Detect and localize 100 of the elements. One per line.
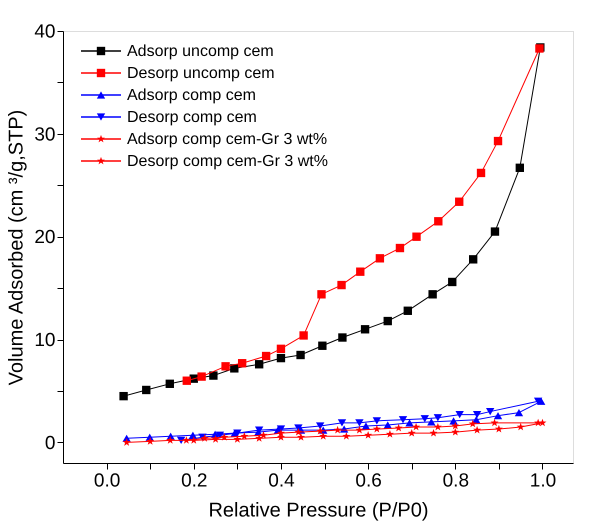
point <box>355 419 364 427</box>
point <box>494 136 502 146</box>
y-axis-title: Volume Adsorbed (cm ³/g,STP) <box>5 110 28 386</box>
point <box>166 436 174 444</box>
x-tick-label: 0.0 <box>94 470 120 492</box>
point <box>427 418 436 426</box>
legend-label: Desorp comp cem <box>127 109 257 126</box>
point <box>276 428 285 437</box>
point <box>455 411 464 418</box>
point <box>396 244 404 252</box>
y-tick-label: 20 <box>34 227 56 248</box>
point <box>412 232 421 241</box>
point <box>317 290 326 298</box>
point <box>412 422 420 430</box>
point <box>337 280 346 290</box>
point <box>316 426 324 434</box>
point <box>142 386 150 394</box>
point <box>334 426 342 434</box>
point <box>514 408 524 416</box>
point <box>260 431 268 439</box>
point <box>200 434 209 442</box>
y-tick-label: 10 <box>34 330 56 352</box>
point <box>398 416 408 424</box>
point <box>473 426 482 434</box>
legend-label: Adsorp uncomp cem <box>127 43 274 60</box>
point <box>360 325 370 334</box>
point <box>386 430 394 438</box>
point <box>384 316 392 326</box>
y-tick-label: 0 <box>44 432 56 454</box>
legend-label: Adsorp comp cem <box>127 87 256 104</box>
point <box>420 415 429 422</box>
legend-label: Desorp uncomp cem <box>127 65 275 82</box>
point <box>430 428 438 437</box>
point <box>434 422 442 430</box>
point <box>404 306 412 315</box>
point <box>240 432 248 440</box>
point <box>448 278 456 286</box>
x-tick-label: 0.8 <box>442 470 470 492</box>
point <box>342 432 350 440</box>
x-tick-label: 0.6 <box>355 470 382 492</box>
x-tick-label: 1.0 <box>530 470 556 492</box>
point <box>405 419 414 427</box>
point <box>494 412 502 420</box>
point <box>182 436 190 444</box>
point <box>299 331 308 340</box>
point <box>182 376 191 385</box>
point <box>516 422 525 430</box>
point <box>372 417 382 424</box>
point <box>220 433 228 441</box>
point <box>221 362 230 370</box>
point <box>338 333 347 342</box>
point <box>356 268 364 276</box>
point <box>262 352 270 360</box>
point <box>468 420 477 428</box>
point <box>434 414 442 422</box>
point <box>490 227 500 236</box>
point <box>534 398 542 405</box>
point <box>316 422 324 430</box>
point <box>294 428 302 436</box>
point <box>338 419 346 427</box>
y-tick-label: 40 <box>34 22 56 42</box>
x-axis-title: Relative Pressure (P/P0) <box>208 500 429 522</box>
point <box>319 432 328 440</box>
point <box>472 411 482 418</box>
point <box>166 380 174 388</box>
point <box>451 428 460 436</box>
point <box>297 433 305 441</box>
x-tick-label: 0.4 <box>268 470 296 492</box>
point <box>146 437 154 445</box>
legend-label: Desorp comp cem-Gr 3 wt% <box>127 153 328 170</box>
point <box>494 424 503 432</box>
point <box>276 344 286 354</box>
point <box>296 350 305 360</box>
point <box>364 431 372 439</box>
point <box>516 164 524 172</box>
point <box>233 435 242 443</box>
point <box>372 424 381 432</box>
point <box>238 359 246 368</box>
point <box>276 354 286 362</box>
point <box>451 422 460 430</box>
point <box>490 418 499 426</box>
point <box>408 428 416 437</box>
point <box>376 254 384 262</box>
point <box>355 426 364 434</box>
point <box>449 417 458 424</box>
point <box>394 424 403 432</box>
point <box>476 168 486 178</box>
point <box>216 432 224 439</box>
point <box>318 342 327 350</box>
y-tick-label: 30 <box>34 124 56 146</box>
x-tick-label: 0.2 <box>181 470 208 492</box>
point <box>428 290 437 298</box>
point <box>434 217 442 226</box>
legend-label: Adsorp comp cem-Gr 3 wt% <box>127 131 328 148</box>
point <box>455 198 464 206</box>
point <box>119 392 128 400</box>
point <box>486 408 494 416</box>
point <box>254 360 264 368</box>
point <box>468 255 478 264</box>
point <box>209 371 218 380</box>
